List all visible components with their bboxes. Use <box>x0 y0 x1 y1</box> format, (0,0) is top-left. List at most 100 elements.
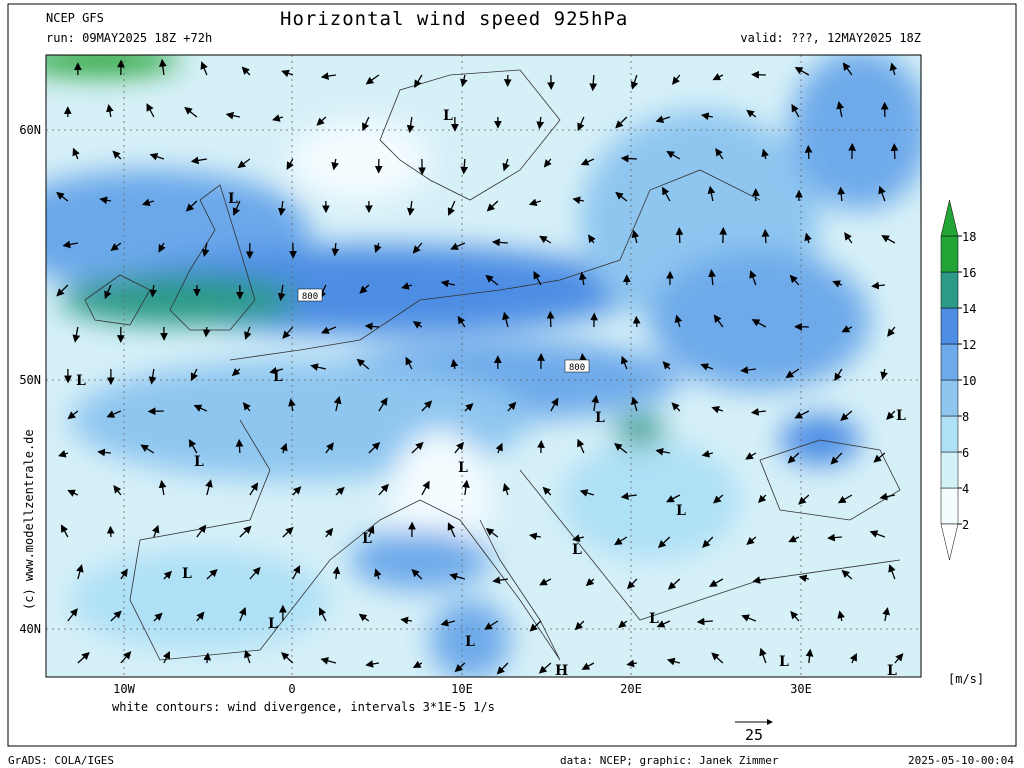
note: white contours: wind divergence, interva… <box>112 700 495 714</box>
wind-arrow <box>713 494 724 504</box>
wind-arrow <box>378 483 389 496</box>
colorbar-segment <box>940 487 959 525</box>
wind-arrow <box>496 662 509 675</box>
wind-arrow <box>335 486 345 496</box>
wind-arrow <box>158 242 166 253</box>
wind-arrow <box>152 524 160 538</box>
lat-label: 60N <box>19 123 41 137</box>
wind-arrow <box>589 74 598 92</box>
wind-arrow <box>804 232 812 244</box>
low: L <box>676 503 686 519</box>
wind-arrow <box>873 452 886 463</box>
wind-arrow <box>832 280 843 288</box>
low: L <box>595 410 605 426</box>
contour-labels: 800 800 <box>297 288 590 373</box>
wind-arrow <box>454 441 464 454</box>
wind-arrow <box>412 242 423 254</box>
wind-arrow <box>794 66 810 76</box>
wind-arrow <box>440 279 455 288</box>
wind-arrow <box>711 652 724 664</box>
wind-arrow <box>99 196 111 205</box>
wind-arrow <box>750 407 766 416</box>
wind-arrow <box>827 533 842 542</box>
wind-arrow <box>662 361 671 370</box>
wind-arrow <box>239 525 252 538</box>
wind-arrow <box>591 394 600 412</box>
wind-arrow <box>700 363 714 371</box>
wind-arrow <box>193 404 208 412</box>
low: L <box>887 663 897 679</box>
wind-arrow <box>454 662 466 673</box>
wind-arrow <box>113 485 122 496</box>
wind-arrow <box>141 198 155 207</box>
wind-arrow <box>536 116 545 130</box>
colorbar-cap <box>940 199 959 237</box>
low: L <box>779 654 789 670</box>
wind-arrow <box>709 578 724 587</box>
wind-arrow <box>507 401 517 412</box>
title: Horizontal wind speed 925hPa <box>280 8 628 30</box>
wind-arrow <box>231 368 241 377</box>
wind-arrow <box>790 610 800 622</box>
wind-arrow <box>745 452 757 460</box>
wind-arrow <box>364 322 379 331</box>
wind-arrow <box>450 358 459 370</box>
wind-arrow <box>834 368 843 382</box>
wind-arrow <box>368 442 381 454</box>
wind-arrow <box>550 397 559 412</box>
wind-arrow <box>791 103 800 118</box>
wind-arrow <box>528 198 542 207</box>
colorbar-segment <box>940 379 959 417</box>
wind-arrow <box>421 480 430 496</box>
wind-arrow <box>362 116 370 132</box>
wind-arrow <box>538 662 552 674</box>
low: L <box>182 566 192 582</box>
wind-arrow <box>785 368 800 379</box>
wind-arrow <box>491 238 508 247</box>
wind-arrow <box>331 242 340 257</box>
wind-arrow <box>421 400 433 412</box>
wind-arrow <box>871 281 885 290</box>
wind-arrow <box>655 115 671 123</box>
wind-arrow <box>758 494 767 504</box>
wind-arrow <box>244 649 252 664</box>
wind-arrow <box>528 532 541 541</box>
wind-arrow <box>110 242 122 251</box>
wind-arrow <box>674 314 683 328</box>
wind-arrow <box>542 486 552 496</box>
low: L <box>572 542 582 558</box>
wind-arrow <box>666 150 681 160</box>
wind-arrow <box>378 397 388 412</box>
wind-arrow <box>97 448 111 457</box>
colorbar-tick-label: 4 <box>962 482 969 496</box>
wind-arrow <box>577 438 585 454</box>
lat-label: 50N <box>19 373 41 387</box>
wind-arrow <box>580 158 595 166</box>
wind-arrow <box>574 620 585 631</box>
colorbar-tick-label: 16 <box>962 266 976 280</box>
wind-arrow <box>457 315 466 328</box>
wind-arrow <box>196 524 207 538</box>
wind-arrow <box>237 158 251 169</box>
wind-arrow <box>447 522 456 538</box>
wind-arrow <box>485 527 499 538</box>
wind-arrow <box>486 200 499 212</box>
wind-arrow <box>546 310 555 328</box>
wind-arrow <box>106 103 114 118</box>
wind-arrow <box>579 271 587 286</box>
wind-arrow <box>185 200 198 212</box>
colorbar: 2 4 6 8 10 12 14 16 18 <box>940 199 976 561</box>
wind-arrow <box>242 402 251 412</box>
wind-arrow <box>406 116 415 134</box>
wind-arrow <box>671 74 681 85</box>
wind-arrow <box>712 73 724 81</box>
wind-arrow <box>844 232 853 244</box>
colorbar-tick-label: 18 <box>962 230 976 244</box>
map-frame <box>45 54 922 678</box>
wind-arrow <box>140 444 155 454</box>
wind-arrow <box>162 651 170 664</box>
wind-arrow <box>332 566 341 580</box>
wind-vectors <box>56 58 904 675</box>
low: L <box>649 611 659 627</box>
